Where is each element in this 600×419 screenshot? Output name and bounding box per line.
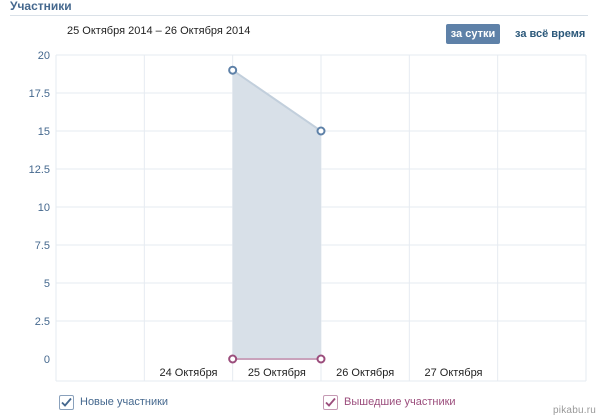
legend-left-members[interactable]: Вышедшие участники xyxy=(323,394,456,410)
legend-left-members-checkbox[interactable] xyxy=(323,394,338,410)
x-tick-label: 24 Октября xyxy=(159,367,217,379)
series-new-members-area xyxy=(232,70,321,359)
y-tick-label: 15 xyxy=(38,126,50,138)
chart-series-area xyxy=(228,65,326,364)
checkmark-icon xyxy=(325,397,336,407)
x-tick-label: 26 Октября xyxy=(336,367,394,379)
checkmark-icon xyxy=(61,397,72,407)
y-tick-label: 12.5 xyxy=(29,164,50,176)
legend-left-members-label: Вышедшие участники xyxy=(344,396,456,408)
x-tick-label: 27 Октября xyxy=(424,367,482,379)
y-tick-label: 0 xyxy=(44,354,50,366)
y-tick-label: 2.5 xyxy=(35,316,50,328)
watermark: pikabu.ru xyxy=(553,405,596,416)
y-tick-label: 7.5 xyxy=(35,240,50,252)
data-point-left-members[interactable] xyxy=(316,354,326,364)
y-axis-labels: 0 2.5 5 7.5 10 12.5 15 17.5 20 xyxy=(29,50,50,366)
y-tick-label: 20 xyxy=(38,50,50,62)
data-point-left-members[interactable] xyxy=(228,354,238,364)
series-new-members-line xyxy=(232,69,322,132)
data-point-new-members[interactable] xyxy=(316,126,326,136)
y-tick-label: 5 xyxy=(44,278,50,290)
legend-new-members-checkbox[interactable] xyxy=(59,394,74,410)
period-all-time-button[interactable]: за всё время xyxy=(515,28,586,40)
y-tick-label: 17.5 xyxy=(29,88,50,100)
x-axis-labels: 24 Октября 25 Октября 26 Октября 27 Октября xyxy=(159,367,482,379)
y-tick-label: 10 xyxy=(38,202,50,214)
date-range-label: 25 Октября 2014 – 26 Октября 2014 xyxy=(67,25,251,37)
data-point-new-members[interactable] xyxy=(228,65,238,75)
legend-new-members[interactable]: Новые участники xyxy=(59,394,168,410)
title-divider xyxy=(10,15,588,16)
x-tick-label: 25 Октября xyxy=(248,367,306,379)
section-title: Участники xyxy=(10,0,72,13)
legend-new-members-label: Новые участники xyxy=(80,396,169,408)
period-day-button[interactable]: за сутки xyxy=(446,24,500,44)
